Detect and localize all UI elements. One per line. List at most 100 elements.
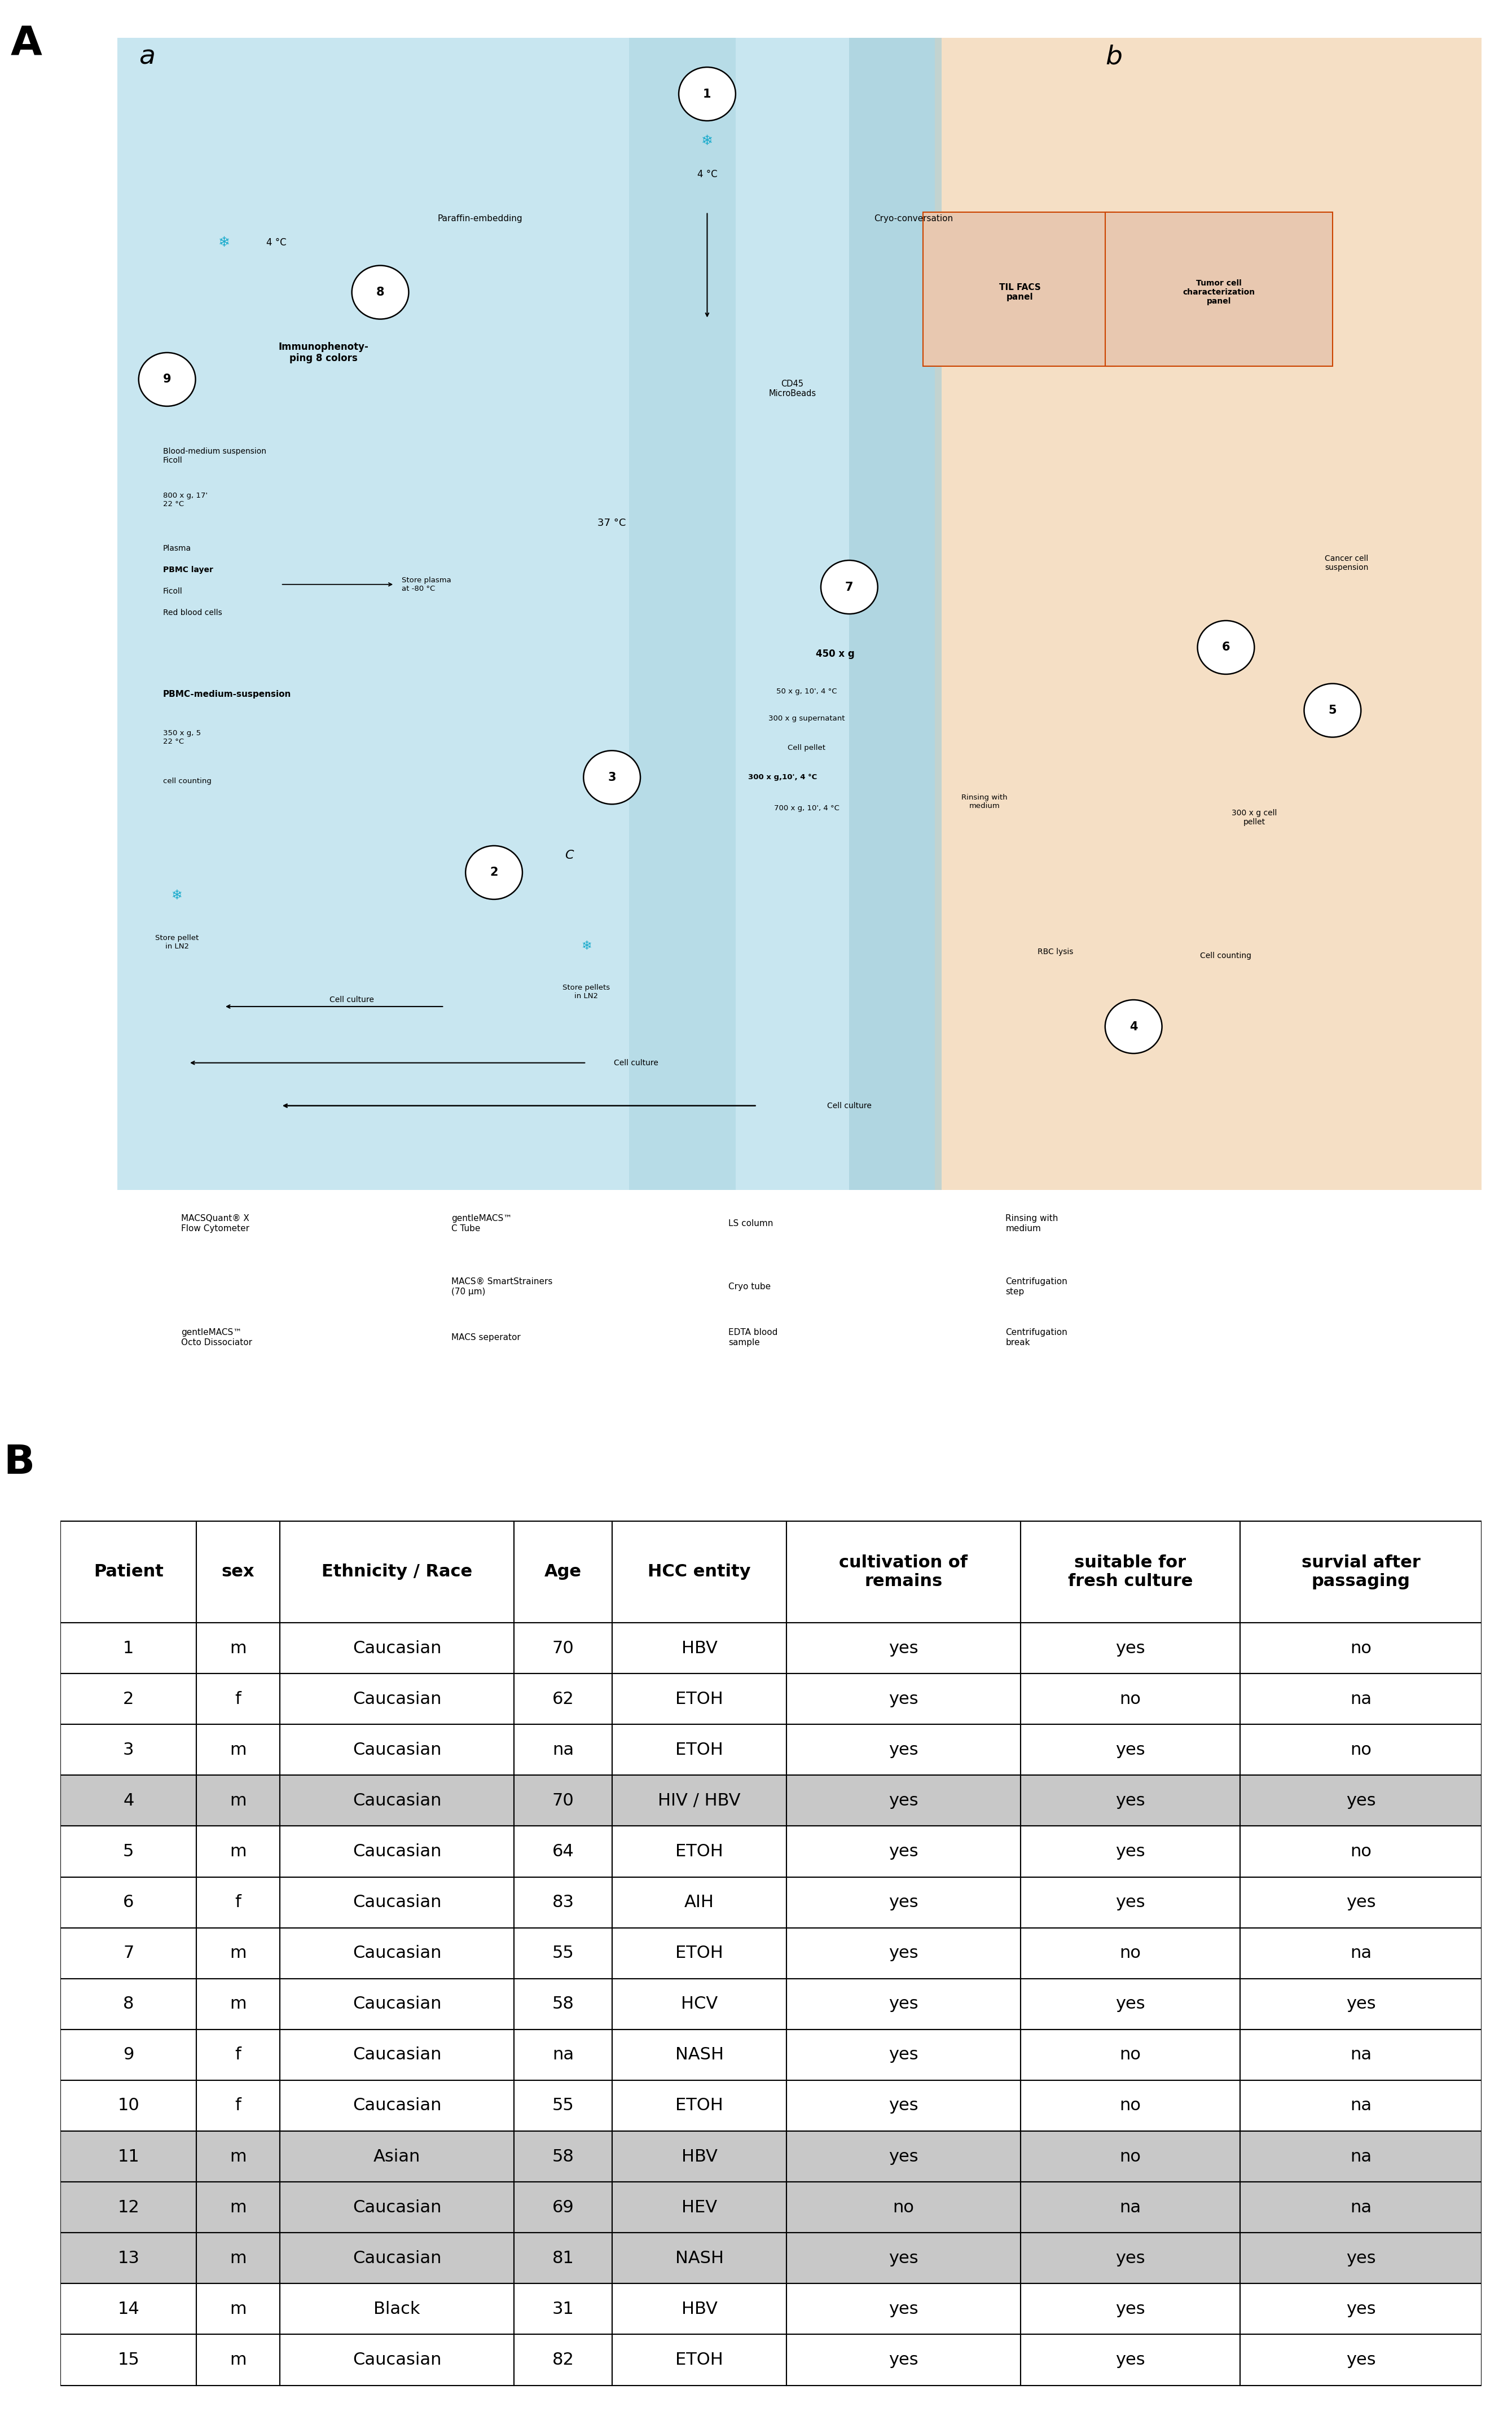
Bar [514, 1980, 612, 2031]
Text: na: na [1350, 1946, 1371, 1960]
Text: yes: yes [1346, 2249, 1376, 2266]
Bar [850, 39, 942, 1190]
Text: LS column: LS column [729, 1219, 773, 1229]
Bar [786, 1827, 1021, 1878]
Text: Ficoll: Ficoll [163, 588, 183, 595]
Bar [612, 1776, 786, 1827]
Text: 55: 55 [552, 2099, 575, 2113]
Bar [514, 2232, 612, 2283]
Text: A: A [11, 24, 42, 63]
Text: Caucasian: Caucasian [352, 2048, 442, 2062]
Text: Cell counting: Cell counting [1201, 952, 1252, 959]
Text: 14: 14 [118, 2300, 139, 2317]
Bar [1021, 2130, 1240, 2181]
Text: Cell culture: Cell culture [614, 1059, 658, 1066]
Bar [612, 2031, 786, 2079]
Bar [786, 1674, 1021, 1725]
Bar [1021, 2283, 1240, 2334]
Text: 12: 12 [118, 2198, 139, 2215]
Text: CD45
MicroBeads: CD45 MicroBeads [768, 379, 816, 398]
Text: yes: yes [1346, 2300, 1376, 2317]
Bar [60, 1674, 197, 1725]
Bar [629, 39, 736, 1190]
Bar [1240, 2232, 1482, 2283]
Bar [786, 2130, 1021, 2181]
Bar [1021, 1725, 1240, 1776]
Text: 11: 11 [118, 2147, 139, 2164]
Bar [60, 1827, 197, 1878]
Text: ETOH: ETOH [676, 1742, 723, 1759]
Bar [612, 2334, 786, 2385]
Bar [1021, 2031, 1240, 2079]
Bar [514, 1776, 612, 1827]
Text: 4 °C: 4 °C [697, 170, 717, 180]
Text: yes: yes [889, 1640, 918, 1657]
Text: 62: 62 [552, 1691, 575, 1708]
Text: suitable for
fresh culture: suitable for fresh culture [1067, 1555, 1193, 1589]
Text: 83: 83 [552, 1895, 575, 1912]
Bar [197, 1623, 280, 1674]
Bar [934, 39, 1482, 1190]
Text: 350 x g, 5
22 °C: 350 x g, 5 22 °C [163, 729, 201, 746]
Text: 450 x g: 450 x g [815, 649, 854, 658]
Text: m: m [230, 1793, 246, 1810]
Circle shape [1303, 683, 1361, 736]
Bar [280, 2079, 514, 2130]
Bar [612, 1827, 786, 1878]
Text: Centrifugation
step: Centrifugation step [1005, 1278, 1067, 1295]
Text: Blood-medium suspension
Ficoll: Blood-medium suspension Ficoll [163, 447, 266, 464]
Text: HEV: HEV [682, 2198, 717, 2215]
Bar [514, 2181, 612, 2232]
Text: m: m [230, 2147, 246, 2164]
Bar [60, 2031, 197, 2079]
Text: f: f [234, 2099, 242, 2113]
Bar [612, 1929, 786, 1980]
Bar [280, 1980, 514, 2031]
Bar [1240, 1521, 1482, 1623]
Text: yes: yes [1346, 1793, 1376, 1810]
Bar [612, 2283, 786, 2334]
Text: RBC lysis: RBC lysis [1037, 947, 1074, 955]
Text: yes: yes [889, 2249, 918, 2266]
Bar [1021, 2232, 1240, 2283]
Bar [612, 2181, 786, 2232]
Text: yes: yes [1116, 2249, 1145, 2266]
Text: yes: yes [1116, 2300, 1145, 2317]
Bar [514, 2079, 612, 2130]
Bar [60, 1623, 197, 1674]
Bar [786, 2283, 1021, 2334]
Text: 58: 58 [552, 1997, 575, 2011]
Text: 6: 6 [1222, 641, 1231, 653]
Bar [786, 2031, 1021, 2079]
Text: Caucasian: Caucasian [352, 1946, 442, 1960]
Bar [60, 2130, 197, 2181]
Text: m: m [230, 2351, 246, 2368]
Text: 64: 64 [552, 1844, 575, 1861]
Text: cultivation of
remains: cultivation of remains [839, 1555, 968, 1589]
Text: yes: yes [1116, 1997, 1145, 2011]
Text: no: no [1350, 1844, 1371, 1861]
Text: ETOH: ETOH [676, 1946, 723, 1960]
Text: Age: Age [544, 1564, 582, 1581]
Text: 70: 70 [552, 1793, 575, 1810]
Bar [197, 1776, 280, 1827]
Bar [612, 2232, 786, 2283]
Bar [1021, 1674, 1240, 1725]
Text: MACS seperator: MACS seperator [452, 1334, 520, 1341]
Text: NASH: NASH [674, 2249, 724, 2266]
Text: 69: 69 [552, 2198, 575, 2215]
Text: m: m [230, 2198, 246, 2215]
Text: Store plasma
at -80 °C: Store plasma at -80 °C [402, 576, 451, 593]
Text: f: f [234, 2048, 242, 2062]
Text: 8: 8 [122, 1997, 135, 2011]
Text: m: m [230, 1997, 246, 2011]
Bar [280, 1878, 514, 1929]
Bar [514, 1725, 612, 1776]
Text: 13: 13 [118, 2249, 139, 2266]
Text: PBMC layer: PBMC layer [163, 566, 213, 573]
Bar [60, 1878, 197, 1929]
Bar [1021, 1878, 1240, 1929]
Text: Caucasian: Caucasian [352, 2099, 442, 2113]
Bar [60, 1980, 197, 2031]
Text: cell counting: cell counting [163, 777, 212, 785]
